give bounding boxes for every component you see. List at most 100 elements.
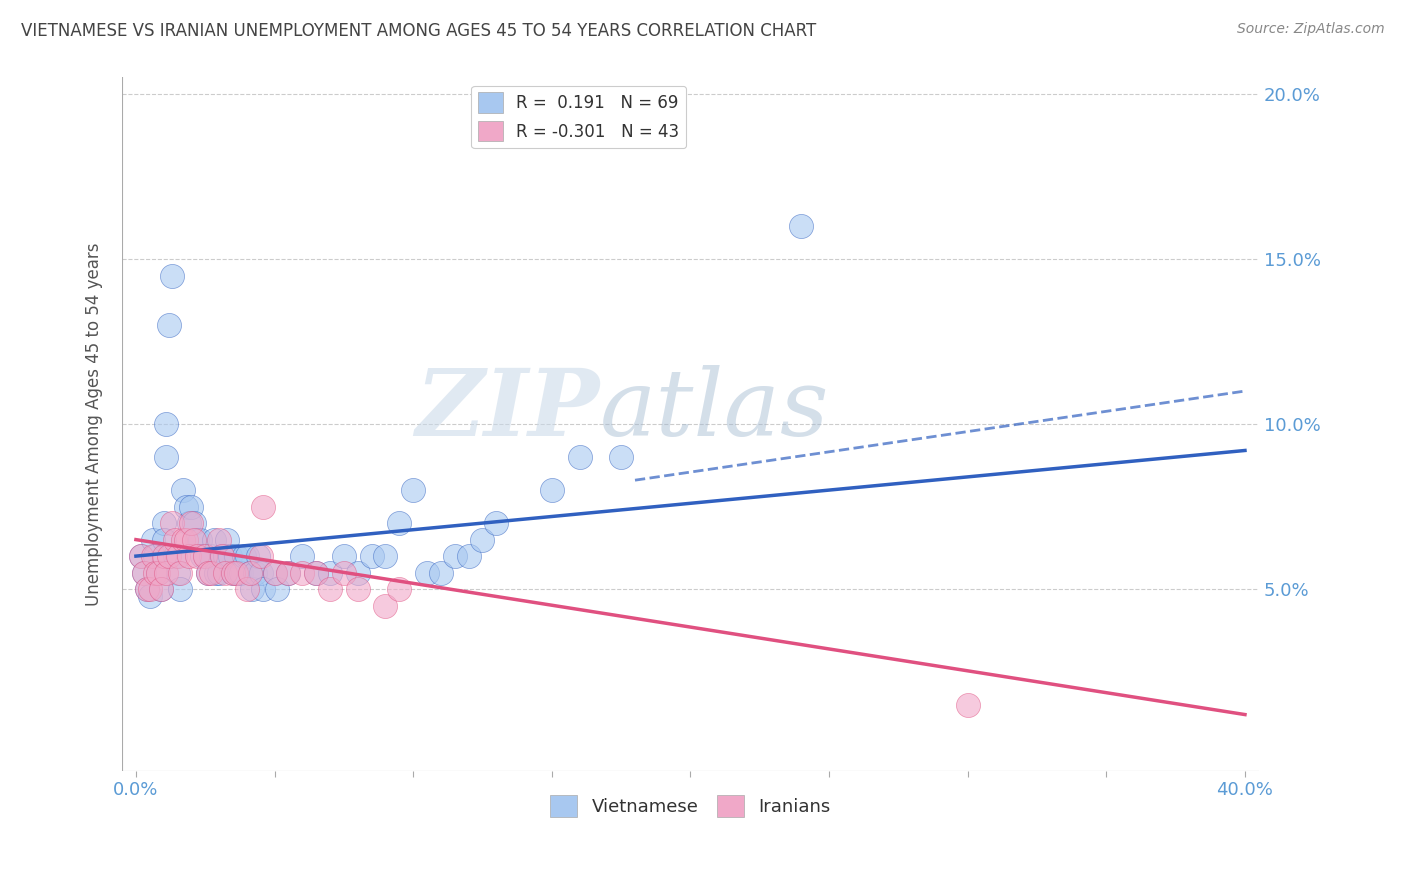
Point — [388, 516, 411, 530]
Point — [141, 533, 163, 547]
Point — [139, 589, 162, 603]
Point — [169, 582, 191, 596]
Point — [146, 566, 169, 580]
Point — [208, 566, 231, 580]
Point — [319, 566, 342, 580]
Point — [568, 450, 591, 464]
Point — [200, 549, 222, 563]
Text: VIETNAMESE VS IRANIAN UNEMPLOYMENT AMONG AGES 45 TO 54 YEARS CORRELATION CHART: VIETNAMESE VS IRANIAN UNEMPLOYMENT AMONG… — [21, 22, 817, 40]
Point — [169, 566, 191, 580]
Point — [222, 566, 245, 580]
Point — [246, 549, 269, 563]
Point — [160, 268, 183, 283]
Point — [252, 500, 274, 514]
Point — [211, 549, 233, 563]
Point — [236, 582, 259, 596]
Point — [143, 566, 166, 580]
Point — [222, 566, 245, 580]
Point — [155, 417, 177, 431]
Point — [360, 549, 382, 563]
Point — [152, 516, 174, 530]
Point — [790, 219, 813, 233]
Point — [205, 566, 228, 580]
Point — [305, 566, 328, 580]
Point — [956, 698, 979, 712]
Point — [374, 549, 396, 563]
Point — [134, 566, 156, 580]
Point — [174, 500, 197, 514]
Point — [249, 566, 271, 580]
Point — [374, 599, 396, 613]
Point — [174, 533, 197, 547]
Point — [333, 549, 356, 563]
Point — [152, 549, 174, 563]
Point — [157, 549, 180, 563]
Point — [163, 533, 186, 547]
Point — [388, 582, 411, 596]
Point — [183, 533, 205, 547]
Point — [186, 533, 208, 547]
Point — [177, 516, 200, 530]
Point — [252, 582, 274, 596]
Point — [416, 566, 439, 580]
Point — [172, 483, 194, 497]
Text: ZIP: ZIP — [415, 365, 599, 455]
Point — [291, 549, 314, 563]
Point — [180, 516, 202, 530]
Point — [143, 549, 166, 563]
Point — [149, 582, 172, 596]
Point — [211, 549, 233, 563]
Point — [136, 582, 159, 596]
Point — [166, 549, 188, 563]
Point — [160, 516, 183, 530]
Point — [277, 566, 299, 580]
Point — [152, 533, 174, 547]
Point — [263, 566, 285, 580]
Point — [402, 483, 425, 497]
Point — [443, 549, 465, 563]
Point — [208, 533, 231, 547]
Point — [214, 549, 236, 563]
Point — [197, 566, 219, 580]
Point — [163, 549, 186, 563]
Y-axis label: Unemployment Among Ages 45 to 54 years: Unemployment Among Ages 45 to 54 years — [86, 243, 103, 606]
Point — [430, 566, 453, 580]
Point — [236, 549, 259, 563]
Point — [319, 582, 342, 596]
Point — [157, 318, 180, 332]
Point — [219, 549, 242, 563]
Point — [141, 549, 163, 563]
Point — [166, 566, 188, 580]
Point — [610, 450, 633, 464]
Point — [277, 566, 299, 580]
Point — [186, 549, 208, 563]
Point — [180, 500, 202, 514]
Point — [540, 483, 562, 497]
Point — [188, 533, 211, 547]
Point — [214, 566, 236, 580]
Point — [136, 582, 159, 596]
Point — [233, 549, 256, 563]
Point — [146, 566, 169, 580]
Point — [194, 549, 217, 563]
Point — [149, 582, 172, 596]
Point — [131, 549, 153, 563]
Point — [305, 566, 328, 580]
Point — [131, 549, 153, 563]
Text: Source: ZipAtlas.com: Source: ZipAtlas.com — [1237, 22, 1385, 37]
Point — [191, 549, 214, 563]
Point — [177, 549, 200, 563]
Point — [217, 533, 239, 547]
Point — [346, 582, 368, 596]
Point — [183, 516, 205, 530]
Point — [172, 533, 194, 547]
Point — [239, 566, 262, 580]
Point — [240, 582, 263, 596]
Point — [346, 566, 368, 580]
Point — [471, 533, 494, 547]
Legend: Vietnamese, Iranians: Vietnamese, Iranians — [543, 788, 838, 824]
Point — [155, 566, 177, 580]
Point — [228, 566, 250, 580]
Point — [194, 549, 217, 563]
Point — [291, 566, 314, 580]
